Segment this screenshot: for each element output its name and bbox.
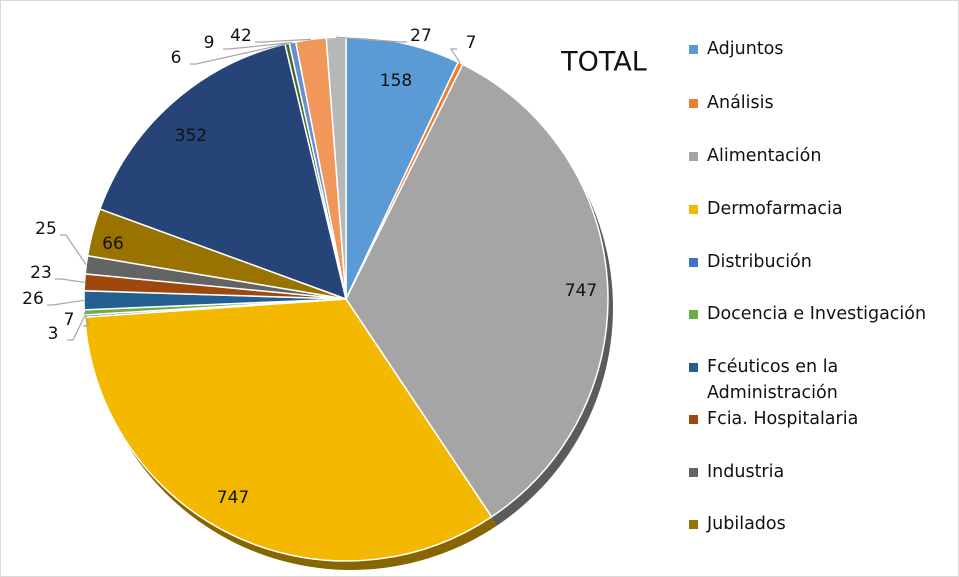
legend-label: Alimentación	[707, 146, 822, 166]
legend-item: Adjuntos	[689, 36, 951, 62]
legend-label: Fcia. Hospitalaria	[707, 409, 859, 429]
data-label: 23	[30, 263, 52, 283]
legend-item: Fcia. Hospitalaria	[689, 406, 951, 432]
legend-swatch	[689, 363, 698, 372]
legend-swatch	[689, 468, 698, 477]
data-label: 27	[410, 26, 432, 46]
slice	[345, 36, 460, 300]
leader-line	[255, 38, 311, 43]
leader-line	[55, 278, 85, 283]
legend-swatch	[689, 205, 698, 214]
legend-swatch	[689, 520, 698, 529]
legend-item: Análisis	[689, 90, 951, 116]
legend-label: Dermofarmacia	[707, 199, 843, 219]
data-label: 26	[22, 289, 44, 309]
leader-line	[449, 48, 461, 64]
data-label: 9	[204, 33, 215, 53]
data-label: 7	[64, 310, 75, 330]
legend-label: Jubilados	[707, 514, 786, 534]
data-label: 66	[102, 234, 124, 254]
legend-item: Fcéuticos en la Administración	[689, 354, 951, 406]
legend-item: Jubilados	[689, 511, 951, 537]
legend-item: Distribución	[689, 249, 951, 275]
data-label: 747	[565, 281, 597, 301]
data-label: 42	[230, 26, 252, 46]
legend-item: Industria	[689, 459, 951, 485]
legend-swatch	[689, 310, 698, 319]
slice	[83, 298, 493, 562]
leader-line	[60, 234, 87, 266]
legend-swatch	[689, 99, 698, 108]
leader-line	[190, 43, 288, 65]
data-label: 158	[380, 71, 412, 91]
data-label: 7	[466, 33, 477, 53]
legend-swatch	[689, 415, 698, 424]
legend-item: Alimentación	[689, 143, 951, 169]
legend-item: Dermofarmacia	[689, 196, 951, 222]
legend-label: Industria	[707, 462, 785, 482]
leader-line	[223, 41, 293, 50]
leader-line	[67, 315, 86, 341]
legend-label: Análisis	[707, 93, 774, 113]
data-label: 352	[175, 126, 207, 146]
leader-line	[336, 36, 407, 43]
legend-label: Adjuntos	[707, 39, 784, 59]
legend-label: Fcéuticos en la Administración	[707, 357, 839, 403]
data-label: 747	[217, 488, 249, 508]
legend-label: Distribución	[707, 252, 812, 272]
data-label: 25	[35, 219, 57, 239]
slice	[98, 43, 348, 301]
chart-title: TOTAL	[560, 47, 647, 78]
leader-line	[47, 299, 85, 306]
leader-line	[83, 312, 90, 327]
legend-item: Docencia e Investigación	[689, 301, 951, 327]
legend-swatch	[689, 258, 698, 267]
data-label: 6	[171, 48, 182, 68]
legend-label: Docencia e Investigación	[707, 304, 927, 324]
legend-swatch	[689, 45, 698, 54]
legend-swatch	[689, 152, 698, 161]
data-label: 3	[48, 324, 59, 344]
slice	[345, 63, 609, 518]
